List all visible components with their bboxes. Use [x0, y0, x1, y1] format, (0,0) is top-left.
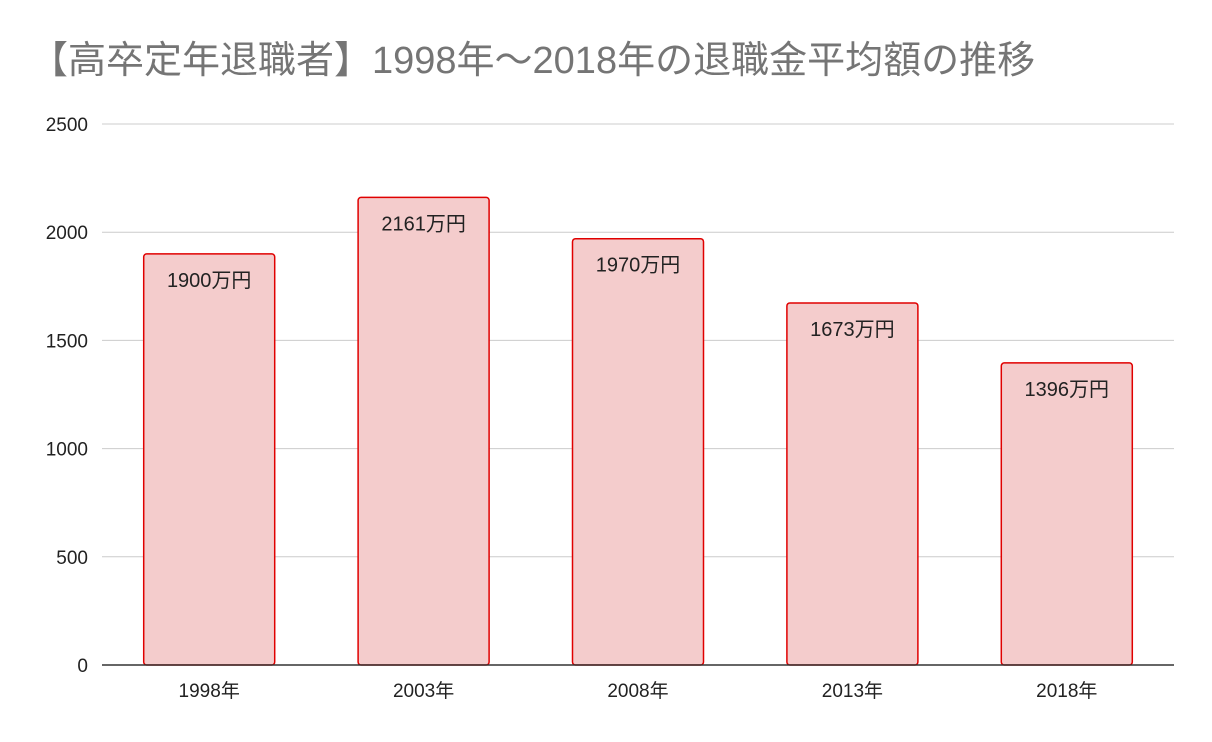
- bar: [142, 253, 276, 666]
- bar-value-label: 1673万円: [810, 319, 895, 341]
- bar: [357, 196, 490, 666]
- data-labels: 1900万円 2161万円 1970万円 1673万円 1396万円: [167, 213, 1109, 401]
- bar-value-label: 1900万円: [167, 270, 252, 292]
- y-tick-label: 2000: [46, 223, 88, 244]
- chart-title: 【高卒定年退職者】1998年〜2018年の退職金平均額の推移: [30, 40, 1036, 82]
- x-tick-label: 2013年: [822, 680, 883, 702]
- y-axis-ticks: 0 500 1000 1500 2000 2500: [46, 115, 88, 677]
- y-tick-label: 500: [56, 548, 88, 569]
- y-tick-label: 2500: [46, 115, 88, 136]
- x-tick-label: 2003年: [393, 680, 454, 702]
- x-axis-ticks: 1998年 2003年 2008年 2013年 2018年: [179, 680, 1098, 702]
- x-tick-label: 2018年: [1036, 680, 1097, 702]
- bar-value-label: 2161万円: [381, 213, 466, 235]
- bar-value-label: 1396万円: [1025, 379, 1110, 401]
- y-tick-label: 1500: [46, 331, 88, 352]
- bar-value-label: 1970万円: [596, 255, 681, 277]
- x-tick-label: 2008年: [607, 680, 668, 702]
- x-tick-label: 1998年: [179, 680, 240, 702]
- bar: [786, 302, 919, 666]
- y-tick-label: 0: [77, 656, 88, 677]
- bar: [1000, 362, 1134, 666]
- y-tick-label: 1000: [46, 440, 88, 461]
- bar: [571, 237, 705, 666]
